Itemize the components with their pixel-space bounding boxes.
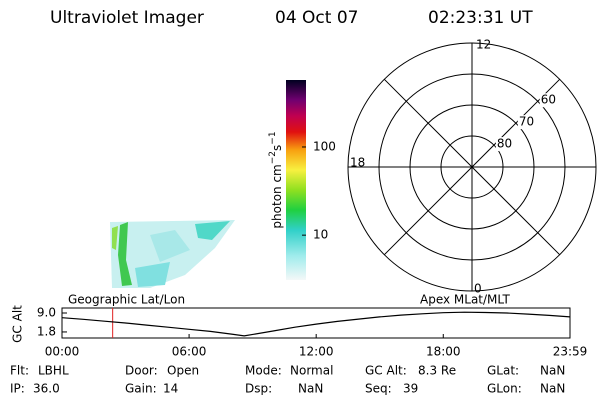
info-value: 8.3 Re	[418, 364, 456, 378]
right-label: Apex MLat/MLT	[420, 293, 510, 307]
lat-label-bg	[517, 115, 536, 130]
uv-image	[110, 220, 235, 288]
lat-label: 80	[497, 137, 512, 151]
info-label: GLon:	[487, 382, 522, 396]
y-axis-label: GC Alt	[11, 305, 25, 343]
info-label: GLat:	[487, 364, 519, 378]
colorbar-label-part: −2	[268, 151, 278, 164]
info-label: Gain:	[125, 382, 157, 396]
mlt-label: 0	[474, 282, 482, 296]
y-tick-label: 1.8	[37, 324, 56, 338]
x-tick-label: 18:00	[426, 345, 461, 359]
left-label: Geographic Lat/Lon	[68, 293, 185, 307]
info-label: GC Alt:	[365, 364, 407, 378]
x-tick-label: 23:59	[553, 345, 588, 359]
lat-label: 70	[519, 115, 534, 129]
lat-circle	[378, 73, 566, 261]
lat-circle	[409, 104, 535, 230]
colorbar	[286, 80, 306, 280]
y-tick-label: 9.0	[37, 306, 56, 320]
info-label: Mode:	[245, 364, 282, 378]
mlt-label: 12	[476, 38, 491, 52]
colorbar-label-part: s	[270, 145, 284, 151]
info-value: NaN	[298, 382, 323, 396]
colorbar-tick-label: 100	[313, 139, 336, 153]
info-value: 36.0	[33, 382, 60, 396]
title: Ultraviolet Imager	[50, 8, 204, 28]
info-label: Dsp:	[245, 382, 272, 396]
lat-label-bg	[539, 93, 558, 108]
mlt-label: 18	[350, 156, 365, 170]
colorbar-label: photon cm−2s−1	[268, 131, 284, 228]
x-tick-label: 06:00	[172, 345, 207, 359]
info-value: 39	[403, 382, 418, 396]
info-label: Seq:	[365, 382, 392, 396]
lat-label: 60	[541, 93, 556, 107]
info-label: Door:	[125, 364, 158, 378]
info-value: NaN	[540, 364, 565, 378]
colorbar-tick-label: 10	[313, 228, 328, 242]
info-value: NaN	[540, 382, 565, 396]
lat-label-bg	[495, 137, 514, 152]
info-value: Open	[167, 364, 199, 378]
x-tick-label: 00:00	[45, 345, 80, 359]
polar-spoke	[383, 78, 561, 256]
colorbar-label-part: photon cm	[270, 164, 284, 228]
gc-alt-line	[61, 311, 571, 337]
date: 04 Oct 07	[275, 8, 358, 28]
lat-circle	[440, 135, 504, 199]
polar-plot: 807060126018	[347, 38, 597, 296]
info-value: 14	[163, 382, 178, 396]
info-label: IP:	[10, 382, 25, 396]
time: 02:23:31 UT	[428, 8, 533, 28]
info-value: LBHL	[38, 364, 69, 378]
info-value: Normal	[290, 364, 333, 378]
colorbar-label-part: −1	[268, 131, 278, 144]
x-tick-label: 12:00	[299, 345, 334, 359]
info-label: Flt:	[10, 364, 29, 378]
